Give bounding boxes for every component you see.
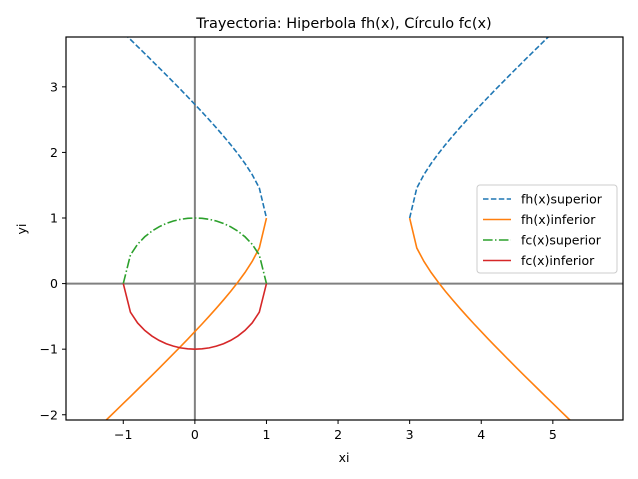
- series-fcxinferior: [122, 283, 268, 350]
- series-line: [122, 217, 268, 284]
- y-axis-label: yi: [14, 224, 29, 235]
- legend-label: fc(x)superior: [521, 233, 602, 248]
- legend-item: fh(x)inferior: [483, 212, 596, 227]
- reference-lines: [66, 37, 623, 420]
- legend-label: fh(x)superior: [521, 192, 603, 207]
- series-line: [122, 283, 268, 350]
- series-fhxsuperior: [126, 37, 550, 219]
- y-tick-label: −1: [40, 342, 58, 357]
- x-axis-ticks: −1 0 1 2 3 4 5: [114, 420, 557, 442]
- y-tick-label: 1: [50, 211, 58, 226]
- plot-area: [105, 37, 572, 420]
- series-fhxinferior: [105, 217, 572, 420]
- y-axis-ticks: −2 −1 0 1 2 3: [40, 79, 66, 422]
- y-tick-label: −2: [40, 407, 58, 422]
- y-tick-label: 3: [50, 79, 58, 94]
- series-line: [126, 37, 268, 219]
- x-tick-label: 1: [262, 427, 270, 442]
- x-axis-label: xi: [339, 450, 350, 465]
- series-line: [105, 217, 268, 420]
- y-tick-label: 2: [50, 145, 58, 160]
- legend-item: fc(x)inferior: [483, 253, 595, 268]
- x-tick-label: −1: [114, 427, 132, 442]
- x-tick-label: 3: [406, 427, 414, 442]
- x-tick-label: 0: [191, 427, 199, 442]
- series-fcxsuperior: [122, 217, 268, 284]
- axes-frame: [65, 36, 624, 421]
- legend-label: fh(x)inferior: [521, 212, 596, 227]
- chart-title: Trayectoria: Hiperbola fh(x), Círculo fc…: [195, 16, 491, 32]
- series-line: [408, 37, 550, 219]
- x-tick-label: 2: [334, 427, 342, 442]
- y-tick-label: 0: [50, 276, 58, 291]
- x-tick-label: 4: [477, 427, 485, 442]
- legend: fh(x)superior fh(x)inferior fc(x)superior f…: [476, 184, 618, 274]
- x-tick-label: 5: [549, 427, 557, 442]
- legend-item: fc(x)superior: [483, 233, 602, 248]
- legend-item: fh(x)superior: [483, 192, 603, 207]
- legend-box: [476, 184, 618, 274]
- series-line: [408, 217, 572, 420]
- legend-label: fc(x)inferior: [521, 253, 595, 268]
